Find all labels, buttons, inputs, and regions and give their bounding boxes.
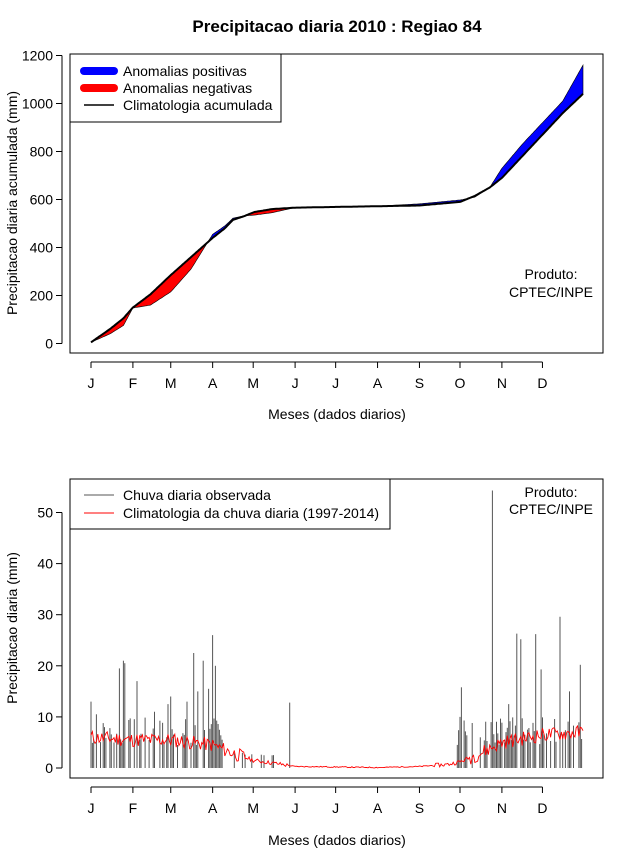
product-source: CPTEC/INPE (509, 501, 593, 517)
x-tick-label: A (373, 800, 383, 816)
y-tick-label: 40 (37, 556, 53, 572)
x-tick-label: J (88, 800, 95, 816)
y-axis-label: Precipitacao diaria acumulada (mm) (4, 91, 20, 315)
x-tick-label: J (332, 800, 339, 816)
y-tick-label: 600 (30, 192, 54, 208)
climatology-daily-line (90, 724, 584, 769)
x-tick-label: M (247, 800, 259, 816)
legend-label-positive: Anomalias positivas (123, 63, 247, 79)
legend-box (69, 478, 391, 530)
x-axis-label: Meses (dados diarios) (268, 832, 406, 848)
x-tick-label: D (537, 800, 547, 816)
legend-label-observed: Chuva diaria observada (123, 487, 271, 503)
x-tick-label: O (455, 800, 466, 816)
y-axis-label: Precipitacao diaria (mm) (4, 552, 20, 704)
x-tick-label: N (497, 375, 507, 391)
x-tick-label: J (292, 375, 299, 391)
product-source: CPTEC/INPE (509, 284, 593, 300)
x-tick-label: N (497, 800, 507, 816)
x-axis-label: Meses (dados diarios) (268, 406, 406, 422)
cumulative-chart: 0 200 400 600 800 1000 1200 J F M A M J J A S O N D Meses… (4, 48, 604, 422)
x-tick-label: J (292, 800, 299, 816)
legend: Chuva diaria observada Climatologia da c… (69, 478, 391, 530)
y-tick-label: 10 (37, 709, 53, 725)
x-tick-label: D (537, 375, 547, 391)
product-label: Produto: (525, 266, 578, 282)
x-tick-label: M (165, 375, 177, 391)
y-tick-label: 50 (37, 505, 53, 521)
y-tick-label: 400 (30, 240, 54, 256)
x-tick-label: S (415, 375, 424, 391)
climatology-cumulative-line (90, 93, 584, 344)
x-tick-label: A (373, 375, 383, 391)
plot-frame (69, 53, 604, 354)
x-tick-label: J (88, 375, 95, 391)
x-tick-label: A (208, 375, 218, 391)
y-tick-label: 1000 (22, 96, 53, 112)
y-tick-label: 1200 (22, 48, 53, 64)
y-tick-label: 20 (37, 658, 53, 674)
x-tick-label: S (415, 800, 424, 816)
legend-label-climatology: Climatologia acumulada (123, 97, 273, 113)
anomaly-positive-area (489, 63, 584, 188)
x-tick-label: M (165, 800, 177, 816)
y-tick-label: 30 (37, 607, 53, 623)
y-tick-label: 800 (30, 144, 54, 160)
x-tick-label: M (247, 375, 259, 391)
product-label: Produto: (525, 484, 578, 500)
legend: Anomalias positivas Anomalias negativas … (69, 53, 282, 123)
legend-label-clim-daily: Climatologia da chuva diaria (1997-2014) (123, 505, 379, 521)
x-tick-label: A (208, 800, 218, 816)
x-tick-label: O (455, 375, 466, 391)
legend-label-negative: Anomalias negativas (123, 80, 252, 96)
y-tick-label: 200 (30, 288, 54, 304)
x-tick-label: F (129, 375, 138, 391)
x-tick-label: J (332, 375, 339, 391)
chart-title: Precipitacao diaria 2010 : Regiao 84 (192, 17, 482, 36)
y-tick-label: 0 (45, 336, 53, 352)
y-tick-label: 0 (45, 760, 53, 776)
daily-chart: 0 10 20 30 40 50 J F M A M J J A S O N D Meses (dados di… (4, 478, 604, 848)
x-tick-label: F (129, 800, 138, 816)
